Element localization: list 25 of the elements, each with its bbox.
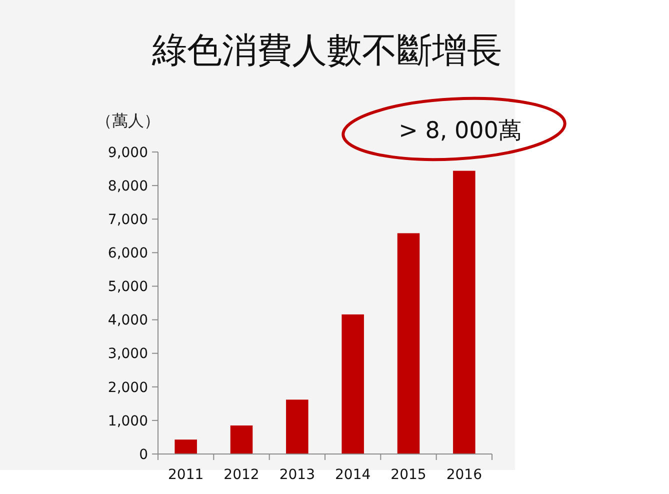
bar xyxy=(174,440,197,454)
x-tick-label: 2014 xyxy=(335,467,371,483)
text: > 8, 000萬 xyxy=(398,118,522,144)
y-tick-label: 0 xyxy=(139,446,148,463)
y-tick-label: 8,000 xyxy=(108,178,148,194)
bar xyxy=(230,425,253,454)
y-axis-title: （萬人） xyxy=(96,111,160,130)
y-tick-label: 6,000 xyxy=(108,246,148,262)
y-tick-label: 2,000 xyxy=(108,380,148,396)
x-tick-label: 2012 xyxy=(224,467,260,483)
bar xyxy=(397,233,420,454)
y-tick-label: 9,000 xyxy=(108,144,148,161)
x-tick-label: 2013 xyxy=(279,467,315,483)
chart-title: 綠色消費人數不斷增長 xyxy=(151,31,502,71)
bar xyxy=(342,314,364,454)
x-tick-label: 2016 xyxy=(446,467,482,483)
x-tick-label: 2011 xyxy=(168,467,204,483)
y-tick-label: 1,000 xyxy=(108,413,148,430)
y-tick-label: 7,000 xyxy=(108,212,148,228)
y-tick-label: 5,000 xyxy=(108,279,148,296)
y-tick-label: 4,000 xyxy=(108,312,148,329)
y-tick-label: 3,000 xyxy=(108,346,148,362)
x-tick-label: 2015 xyxy=(390,467,426,483)
bar xyxy=(286,400,308,454)
bar xyxy=(453,170,476,454)
